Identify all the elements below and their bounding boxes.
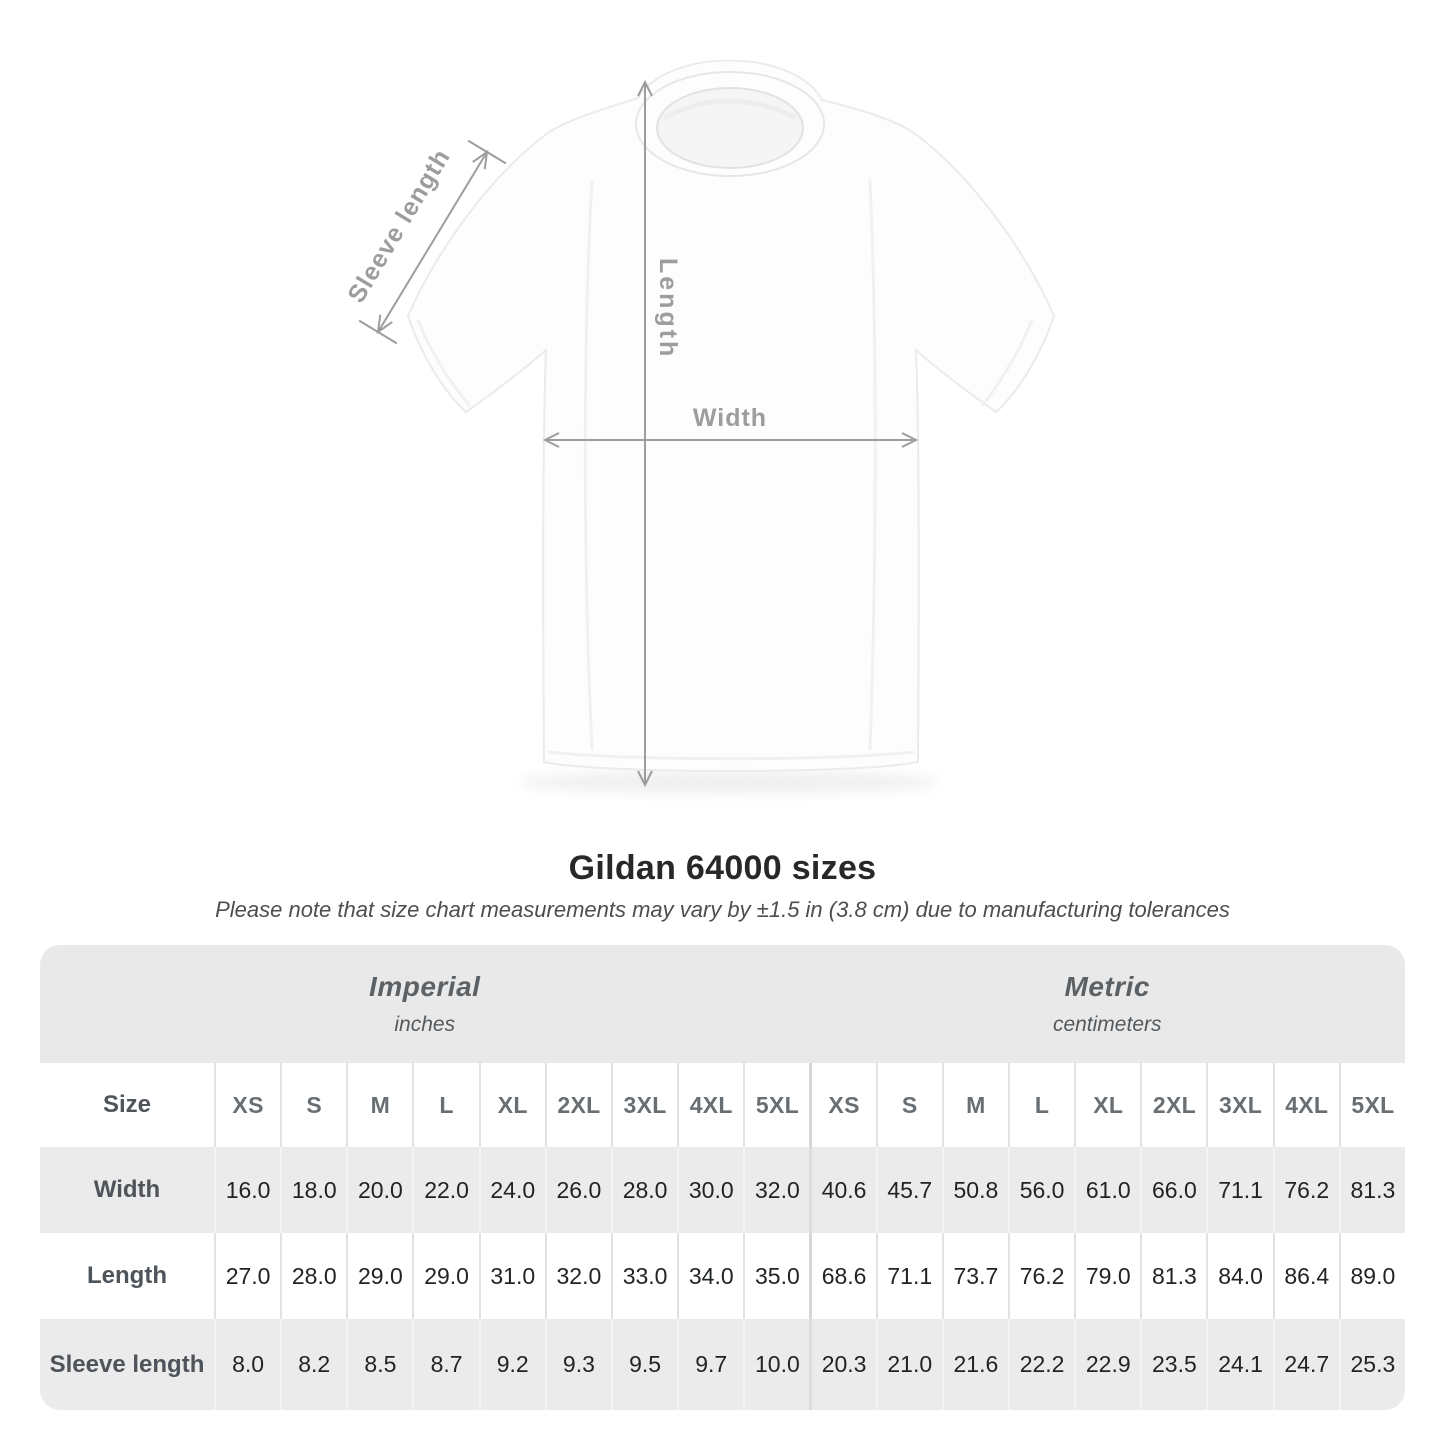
metric-width-3xl: 71.1 [1206,1147,1273,1233]
imperial-length-xl: 31.0 [478,1233,545,1319]
row-label-sleeve-length: Sleeve length [40,1319,214,1410]
metric-size-header-2xl: 2XL [1140,1063,1207,1147]
size-chart-title: Gildan 64000 sizes [568,849,877,887]
metric-width-2xl: 66.0 [1140,1147,1207,1233]
metric-length-s: 71.1 [875,1233,942,1319]
length-arrow [637,79,653,788]
imperial-length-xs: 27.0 [214,1233,281,1319]
metric-sleeve-length-5xl: 25.3 [1338,1319,1405,1410]
imperial-length-3xl: 33.0 [610,1233,678,1319]
metric-size-header-3xl: 3XL [1206,1063,1273,1147]
metric-width-s: 45.7 [875,1147,942,1233]
imperial-sleeve-length-xl: 9.2 [478,1319,545,1410]
imperial-size-header-l: L [412,1063,479,1147]
metric-size-header-xl: XL [1074,1063,1141,1147]
imperial-width-5xl: 32.0 [743,1147,810,1233]
imperial-width-2xl: 26.0 [544,1147,611,1233]
collar-inner-shading [662,98,798,121]
imperial-length-5xl: 35.0 [743,1233,810,1319]
metric-length-4xl: 86.4 [1272,1233,1339,1319]
imperial-length-s: 28.0 [280,1233,347,1319]
imperial-sleeve-length-3xl: 9.5 [610,1319,678,1410]
metric-size-header-4xl: 4XL [1272,1063,1339,1147]
imperial-size-header-s: S [280,1063,347,1147]
size-column-header: Size [40,1063,214,1147]
group-unit-imperial: inches [394,1013,456,1036]
metric-length-xl: 79.0 [1074,1233,1141,1319]
imperial-sleeve-length-4xl: 9.7 [677,1319,744,1410]
imperial-sleeve-length-m: 8.5 [346,1319,413,1410]
metric-length-2xl: 81.3 [1140,1233,1207,1319]
imperial-sleeve-length-2xl: 9.3 [544,1319,611,1410]
imperial-sleeve-length-s: 8.2 [280,1319,347,1410]
imperial-width-l: 22.0 [412,1147,479,1233]
metric-sleeve-length-4xl: 24.7 [1272,1319,1339,1410]
metric-sleeve-length-s: 21.0 [875,1319,942,1410]
width-arrow [542,432,919,448]
row-label-width: Width [40,1147,214,1233]
metric-width-l: 56.0 [1007,1147,1075,1233]
imperial-length-l: 29.0 [412,1233,479,1319]
imperial-sleeve-length-xs: 8.0 [214,1319,281,1410]
imperial-size-header-2xl: 2XL [544,1063,611,1147]
size-table: Imperial inches Metric centimeters Size X… [40,945,1405,1410]
metric-length-l: 76.2 [1007,1233,1075,1319]
group-header-imperial: Imperial inches [40,945,810,1063]
metric-sleeve-length-3xl: 24.1 [1206,1319,1273,1410]
metric-width-4xl: 76.2 [1272,1147,1339,1233]
tshirt-diagram: Width Length Sleeve length [342,60,1056,794]
imperial-width-xl: 24.0 [478,1147,545,1233]
metric-length-m: 73.7 [941,1233,1008,1319]
tshirt-graphic [406,60,1056,772]
imperial-size-header-4xl: 4XL [677,1063,744,1147]
group-name-imperial: Imperial [369,971,481,1002]
imperial-width-m: 20.0 [346,1147,413,1233]
row-label-length: Length [40,1233,214,1319]
metric-length-3xl: 84.0 [1206,1233,1273,1319]
metric-size-header-5xl: 5XL [1338,1063,1405,1147]
tolerance-note: Please note that size chart measurements… [215,897,1230,922]
metric-size-header-m: M [941,1063,1008,1147]
imperial-size-header-xl: XL [478,1063,545,1147]
metric-length-xs: 68.6 [809,1233,876,1319]
imperial-sleeve-length-l: 8.7 [412,1319,479,1410]
metric-width-xl: 61.0 [1074,1147,1141,1233]
metric-sleeve-length-2xl: 23.5 [1140,1319,1207,1410]
metric-sleeve-length-m: 21.6 [941,1319,1008,1410]
imperial-length-2xl: 32.0 [544,1233,611,1319]
imperial-size-header-3xl: 3XL [610,1063,678,1147]
metric-sleeve-length-xl: 22.9 [1074,1319,1141,1410]
group-name-metric: Metric [1064,971,1150,1002]
metric-width-xs: 40.6 [809,1147,876,1233]
group-header-metric: Metric centimeters [809,945,1405,1063]
shirt-shadow [520,770,940,794]
imperial-length-4xl: 34.0 [677,1233,744,1319]
imperial-width-xs: 16.0 [214,1147,281,1233]
fabric-folds [416,179,1034,761]
metric-width-5xl: 81.3 [1338,1147,1405,1233]
imperial-size-header-xs: XS [214,1063,281,1147]
size-table-grid: Imperial inches Metric centimeters Size X… [40,945,1405,1410]
sleeve-length-arrow [358,139,507,345]
metric-size-header-s: S [875,1063,942,1147]
imperial-width-s: 18.0 [280,1147,347,1233]
length-label: Length [654,258,682,359]
metric-length-5xl: 89.0 [1338,1233,1405,1319]
imperial-width-4xl: 30.0 [677,1147,744,1233]
imperial-width-3xl: 28.0 [610,1147,678,1233]
metric-sleeve-length-l: 22.2 [1007,1319,1075,1410]
imperial-length-m: 29.0 [346,1233,413,1319]
group-unit-metric: centimeters [1052,1013,1162,1036]
metric-width-m: 50.8 [941,1147,1008,1233]
metric-size-header-l: L [1007,1063,1075,1147]
width-label: Width [693,404,767,432]
metric-size-header-xs: XS [809,1063,876,1147]
imperial-sleeve-length-5xl: 10.0 [743,1319,810,1410]
imperial-size-header-5xl: 5XL [743,1063,810,1147]
metric-sleeve-length-xs: 20.3 [809,1319,876,1410]
imperial-size-header-m: M [346,1063,413,1147]
